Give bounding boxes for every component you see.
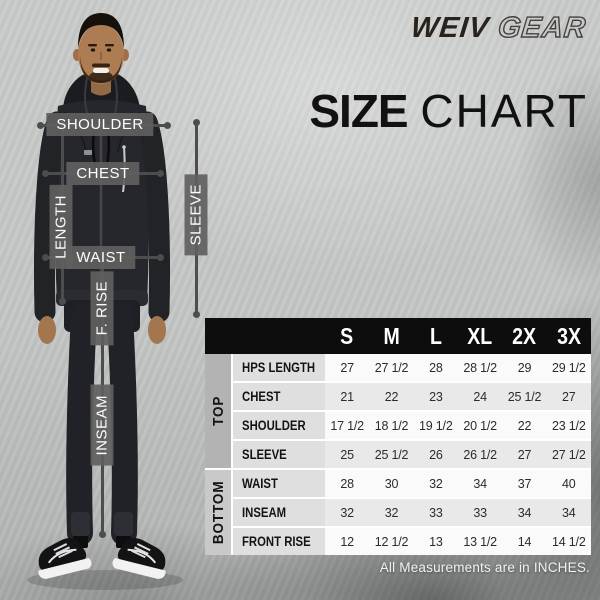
cell: 30 <box>369 470 414 497</box>
cell: 17 1/2 <box>325 412 370 439</box>
row-label: SLEEVE <box>233 441 325 468</box>
cell: 20 1/2 <box>457 412 503 439</box>
page-title-emphasis: SIZE <box>309 85 408 137</box>
row-label: FRONT RISE <box>233 528 325 555</box>
cell: 13 1/2 <box>457 528 503 555</box>
row-label: CHEST <box>233 383 325 410</box>
table-row-sleeve: SLEEVE 25 25 1/2 26 26 1/2 27 27 1/2 <box>233 441 591 468</box>
cell: 25 <box>325 441 370 468</box>
cell: 33 <box>413 499 458 526</box>
shoulder-label: SHOULDER <box>46 113 154 136</box>
cell: 25 1/2 <box>502 383 547 410</box>
cell: 22 <box>369 383 414 410</box>
cell: 24 <box>457 383 503 410</box>
col-header-xl: XL <box>467 322 493 349</box>
cell: 26 1/2 <box>457 441 503 468</box>
cell: 25 1/2 <box>369 441 414 468</box>
col-header-l: L <box>429 322 442 349</box>
units-footnote: All Measurements are in INCHES. <box>379 560 590 575</box>
cell: 26 <box>413 441 458 468</box>
cell: 28 <box>325 470 370 497</box>
cell: 29 1/2 <box>546 354 591 381</box>
cell: 27 <box>325 354 370 381</box>
cell: 27 <box>502 441 547 468</box>
cell: 27 1/2 <box>369 354 414 381</box>
col-header-m: M <box>383 322 400 349</box>
cell: 34 <box>457 470 503 497</box>
brand-logo-primary: WEIV <box>409 12 491 44</box>
col-header-2x: 2X <box>512 322 537 349</box>
page-title-rest: CHART <box>420 85 588 137</box>
row-label: INSEAM <box>233 499 325 526</box>
cell: 40 <box>546 470 591 497</box>
front-rise-label: F. RISE <box>90 271 114 346</box>
row-label: SHOULDER <box>233 412 325 439</box>
cell: 12 1/2 <box>369 528 414 555</box>
cell: 19 1/2 <box>413 412 458 439</box>
cell: 28 <box>413 354 458 381</box>
size-table-body: TOP BOTTOM HPS LENGTH 27 27 1/2 28 28 1/… <box>205 354 591 555</box>
cell: 18 1/2 <box>369 412 414 439</box>
table-row-waist: WAIST 28 30 32 34 37 40 <box>233 470 591 497</box>
chest-label: CHEST <box>66 162 140 185</box>
size-table: S M L XL 2X 3X TOP BOTTOM HPS LENGTH 27 … <box>205 318 591 555</box>
brand-logo: WEIV GEAR <box>409 11 589 45</box>
row-group-bottom: BOTTOM <box>205 470 231 555</box>
cell: 32 <box>413 470 458 497</box>
row-label: WAIST <box>233 470 325 497</box>
cell: 21 <box>325 383 370 410</box>
size-table-header: S M L XL 2X 3X <box>205 318 591 354</box>
col-header-s: S <box>340 322 354 349</box>
cell: 33 <box>457 499 503 526</box>
row-label: HPS LENGTH <box>233 354 325 381</box>
brand-logo-secondary: GEAR <box>496 11 589 44</box>
cell: 13 <box>413 528 458 555</box>
cell: 34 <box>546 499 591 526</box>
cell: 23 1/2 <box>546 412 591 439</box>
row-group-top: TOP <box>205 354 231 468</box>
cell: 23 <box>413 383 458 410</box>
cell: 32 <box>369 499 414 526</box>
table-row-chest: CHEST 21 22 23 24 25 1/2 27 <box>233 383 591 410</box>
page-title: SIZE CHART <box>309 84 588 138</box>
cell: 14 <box>502 528 547 555</box>
cell: 29 <box>502 354 547 381</box>
cell: 37 <box>502 470 547 497</box>
table-row-inseam: INSEAM 32 32 33 33 34 34 <box>233 499 591 526</box>
col-header-3x: 3X <box>556 322 581 349</box>
table-row-shoulder: SHOULDER 17 1/2 18 1/2 19 1/2 20 1/2 22 … <box>233 412 591 439</box>
table-row-front-rise: FRONT RISE 12 12 1/2 13 13 1/2 14 14 1/2 <box>233 528 591 555</box>
cell: 27 1/2 <box>546 441 591 468</box>
cell: 34 <box>502 499 547 526</box>
cell: 12 <box>325 528 370 555</box>
cell: 27 <box>546 383 591 410</box>
cell: 14 1/2 <box>546 528 591 555</box>
waist-label: WAIST <box>66 246 136 269</box>
cell: 22 <box>502 412 547 439</box>
inseam-label: INSEAM <box>90 385 114 466</box>
cell: 32 <box>325 499 370 526</box>
cell: 28 1/2 <box>457 354 503 381</box>
sleeve-label: SLEEVE <box>184 174 208 256</box>
table-row-hps-length: HPS LENGTH 27 27 1/2 28 28 1/2 29 29 1/2 <box>233 354 591 381</box>
